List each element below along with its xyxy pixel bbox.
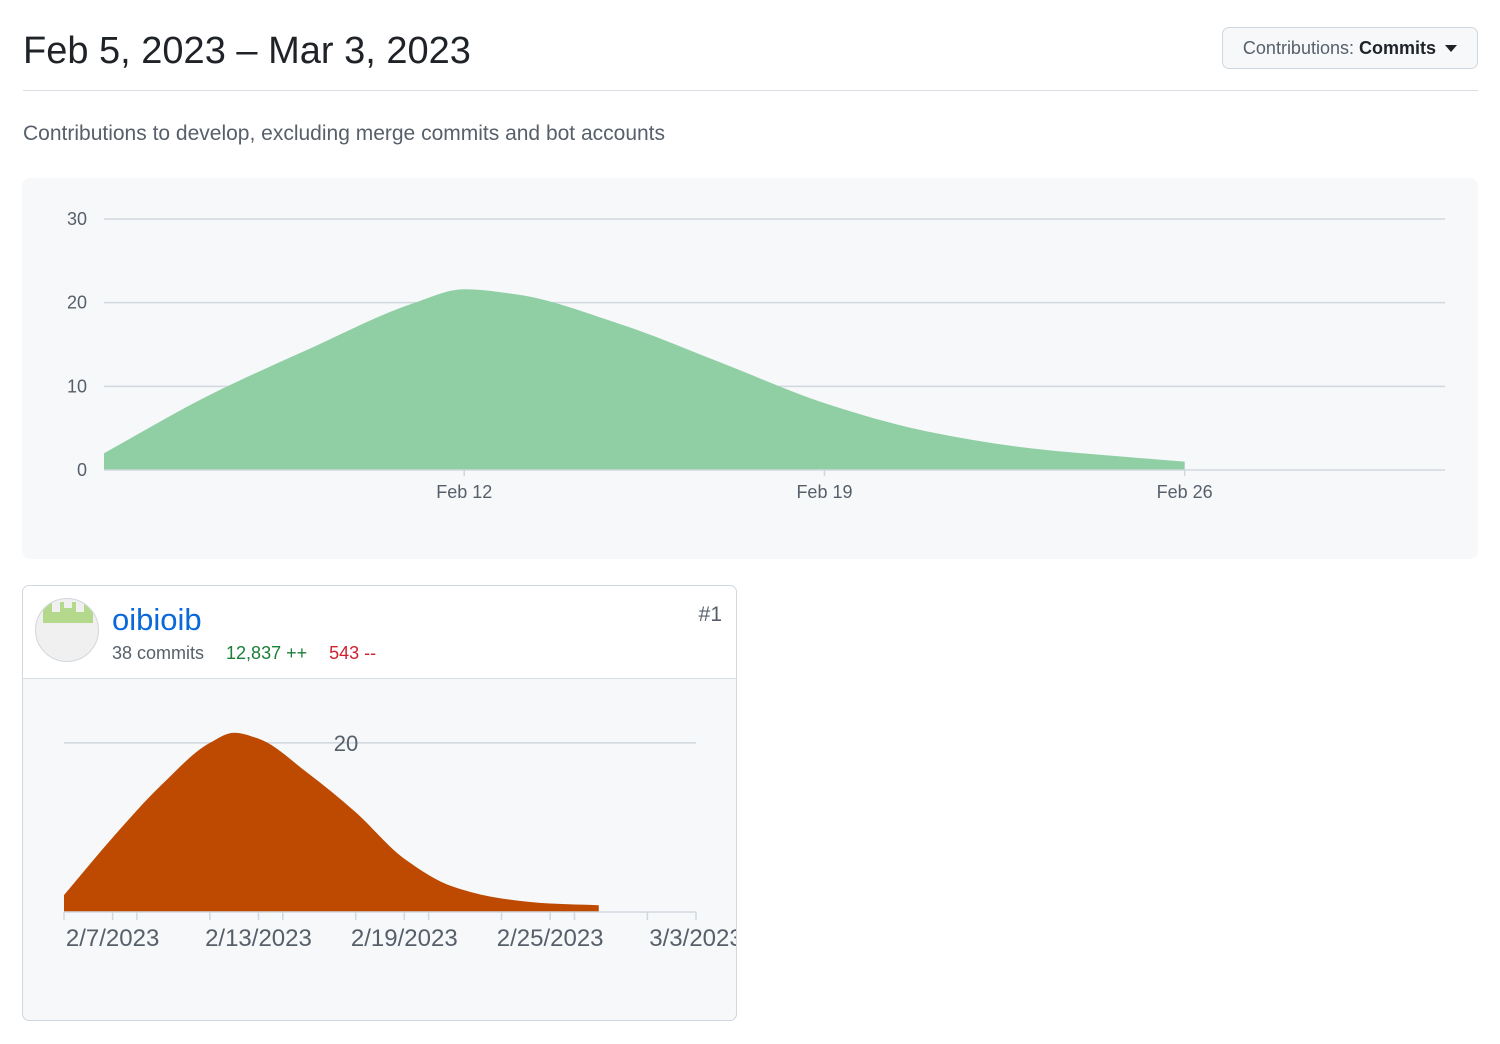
identicon-icon: [43, 602, 93, 623]
contributor-chart-svg: 20 2/7/2023 2/13/2023 2/19/2023 2/25/2023 3/3…: [63, 731, 737, 952]
x-tick-label: Feb 26: [1157, 482, 1213, 502]
deletions-count: 543 --: [329, 643, 377, 663]
contributions-dropdown-button[interactable]: Contributions: Commits: [1221, 27, 1478, 69]
caret-down-icon: [1445, 44, 1457, 52]
additions-count: 12,837 ++: [226, 643, 308, 663]
x-tick-label: 3/3/2023: [649, 925, 737, 952]
x-tick-label: Feb 19: [796, 482, 852, 502]
x-tick-label: 2/13/2023: [205, 925, 312, 952]
x-tick-label: 2/25/2023: [497, 925, 604, 952]
contributor-card-header: oibioib 38 commits 12,837 ++ 543 -- #1: [23, 586, 736, 679]
contributor-chart: 20 2/7/2023 2/13/2023 2/19/2023 2/25/2023 3/3…: [23, 678, 737, 1020]
y-tick-label: 10: [67, 376, 87, 396]
contributor-name-link[interactable]: oibioib: [112, 602, 202, 637]
contributions-subtitle: Contributions to develop, excluding merg…: [23, 122, 666, 145]
contributor-rank: #1: [698, 603, 722, 626]
contributions-value: Commits: [1358, 38, 1436, 58]
page-header: Feb 5, 2023 – Mar 3, 2023 Contributions:…: [23, 22, 1478, 91]
contributions-label: Contributions:: [1242, 38, 1354, 58]
y-tick-label: 30: [67, 209, 87, 229]
commit-count-link[interactable]: 38 commits: [112, 643, 205, 663]
x-tick-label: Feb 12: [436, 482, 492, 502]
area-series: [64, 732, 599, 912]
main-contributions-chart: 0 10 20 30 Feb 12 Feb 19 Feb 26: [22, 178, 1478, 559]
date-range-title: Feb 5, 2023 – Mar 3, 2023: [23, 30, 471, 72]
avatar[interactable]: [35, 598, 99, 662]
contributor-stats: 38 commits 12,837 ++ 543 --: [112, 643, 376, 664]
y-tick-label: 0: [77, 460, 87, 480]
y-tick-label: 20: [67, 293, 87, 313]
x-tick-label: 2/19/2023: [351, 925, 458, 952]
y-tick-label: 20: [334, 731, 358, 756]
x-tick-label: 2/7/2023: [66, 925, 159, 952]
contributor-card: oibioib 38 commits 12,837 ++ 543 -- #1 2…: [22, 585, 737, 1021]
area-series: [104, 289, 1185, 470]
main-chart-svg: 0 10 20 30 Feb 12 Feb 19 Feb 26: [67, 209, 1445, 502]
